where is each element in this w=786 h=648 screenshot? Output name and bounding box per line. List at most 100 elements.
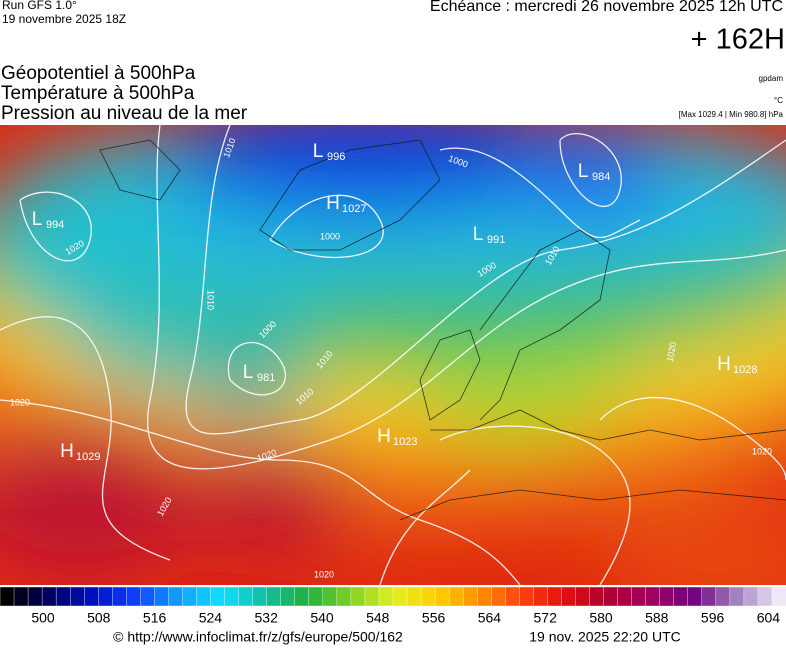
colorbar-swatch bbox=[406, 586, 422, 607]
center-value: 1028 bbox=[733, 364, 757, 376]
center-type: L bbox=[243, 362, 254, 383]
center-value: 1023 bbox=[393, 436, 417, 448]
colorbar-swatch bbox=[27, 586, 43, 607]
center-value: 984 bbox=[592, 171, 610, 183]
map bbox=[0, 125, 786, 585]
colorbar-label: 532 bbox=[255, 610, 279, 626]
colorbar-swatch bbox=[505, 586, 521, 607]
colorbar-swatch bbox=[378, 586, 394, 607]
colorbar-label: 556 bbox=[422, 610, 446, 626]
colorbar-swatch bbox=[126, 586, 142, 607]
colorbar-swatch bbox=[757, 586, 773, 607]
colorbar-swatch bbox=[547, 586, 563, 607]
colorbar-swatch bbox=[252, 586, 268, 607]
colorbar-swatch bbox=[420, 586, 436, 607]
colorbar-swatch bbox=[645, 586, 661, 607]
colorbar-swatch bbox=[294, 586, 310, 607]
colorbar-swatch bbox=[0, 586, 15, 607]
colorbar-label: 524 bbox=[199, 610, 223, 626]
run-label: Run GFS 1.0° bbox=[2, 0, 77, 12]
colorbar-label: 572 bbox=[534, 610, 558, 626]
map-title: Pression au niveau de la mer bbox=[1, 103, 248, 124]
colorbar-label: 588 bbox=[645, 610, 669, 626]
center-type: L bbox=[473, 224, 484, 245]
map-title: Température à 500hPa bbox=[1, 83, 195, 104]
colorbar-swatch bbox=[519, 586, 535, 607]
center-type: H bbox=[326, 193, 340, 214]
colorbar-swatch bbox=[196, 586, 212, 607]
center-value: 991 bbox=[487, 234, 505, 246]
center-type: L bbox=[578, 161, 589, 182]
lead-time: + 162H bbox=[691, 24, 785, 56]
colorbar-label: 596 bbox=[701, 610, 725, 626]
colorbar-swatch bbox=[743, 586, 759, 607]
colorbar-swatch bbox=[434, 586, 450, 607]
unit-label: gpdam bbox=[759, 74, 784, 83]
colorbar-swatch bbox=[112, 586, 128, 607]
center-type: H bbox=[60, 441, 74, 462]
colorbar-swatch bbox=[462, 586, 478, 607]
echeance: Echéance : mercredi 26 novembre 2025 12h… bbox=[430, 0, 783, 15]
colorbar-label: 564 bbox=[478, 610, 502, 626]
colorbar-label: 580 bbox=[589, 610, 613, 626]
center-type: L bbox=[313, 141, 324, 162]
run-date: 19 novembre 2025 18Z bbox=[2, 12, 126, 26]
map-title: Géopotentiel à 500hPa bbox=[1, 63, 196, 84]
colorbar-label: 540 bbox=[310, 610, 334, 626]
colorbar-swatch bbox=[477, 586, 492, 607]
colorbar-swatch bbox=[533, 586, 549, 607]
center-value: 1027 bbox=[342, 203, 366, 215]
colorbar-swatch bbox=[69, 586, 85, 607]
center-value: 1029 bbox=[76, 451, 100, 463]
colorbar-swatch bbox=[364, 586, 380, 607]
colorbar-swatch bbox=[729, 586, 745, 607]
colorbar-swatch bbox=[350, 586, 366, 607]
isobar-label: 1020 bbox=[665, 341, 678, 362]
center-type: H bbox=[717, 354, 731, 375]
colorbar-swatch bbox=[13, 586, 29, 607]
colorbar-swatch bbox=[41, 586, 57, 607]
center-type: H bbox=[377, 426, 391, 447]
colorbar-label: 516 bbox=[143, 610, 167, 626]
isobar-label: 1020 bbox=[10, 397, 30, 407]
colorbar-swatch bbox=[392, 586, 408, 607]
colorbar-swatch bbox=[84, 586, 99, 607]
colorbar-label: 508 bbox=[87, 610, 111, 626]
isobar-label: 1000 bbox=[320, 231, 340, 241]
colorbar-swatch bbox=[673, 586, 689, 607]
colorbar-swatch bbox=[336, 586, 352, 607]
colorbar-swatch bbox=[491, 586, 506, 607]
colorbar-swatch bbox=[603, 586, 619, 607]
colorbar-swatch bbox=[715, 586, 731, 607]
colorbar-swatch bbox=[575, 586, 591, 607]
colorbar-swatch bbox=[224, 586, 240, 607]
isobar-label: 1010 bbox=[206, 290, 216, 310]
colorbar-swatch bbox=[308, 586, 324, 607]
center-value: 981 bbox=[257, 372, 275, 384]
colorbar-swatch bbox=[617, 586, 633, 607]
colorbar-label: 500 bbox=[31, 610, 55, 626]
colorbar-swatch bbox=[182, 586, 198, 607]
colorbar-swatch bbox=[238, 586, 254, 607]
center-value: 994 bbox=[46, 219, 64, 231]
colorbar-swatch bbox=[55, 586, 71, 607]
unit-label: [Max 1029.4 | Min 980.8] hPa bbox=[679, 110, 784, 119]
center-type: L bbox=[32, 209, 43, 230]
colorbar-swatch bbox=[210, 586, 226, 607]
colorbar-swatch bbox=[687, 586, 703, 607]
colorbar-swatch bbox=[322, 586, 338, 607]
isobar-label: 1020 bbox=[752, 446, 772, 456]
colorbar-label: 548 bbox=[366, 610, 390, 626]
center-value: 996 bbox=[327, 151, 345, 163]
colorbar-swatch bbox=[659, 586, 675, 607]
colorbar-swatch bbox=[280, 586, 296, 607]
colorbar-swatch bbox=[701, 586, 717, 607]
colorbar-swatch bbox=[631, 586, 647, 607]
colorbar-swatch bbox=[154, 586, 170, 607]
colorbar-swatch bbox=[266, 586, 282, 607]
colorbar-swatch bbox=[448, 586, 464, 607]
colorbar-swatch bbox=[98, 586, 113, 607]
colorbar-swatch bbox=[589, 586, 605, 607]
